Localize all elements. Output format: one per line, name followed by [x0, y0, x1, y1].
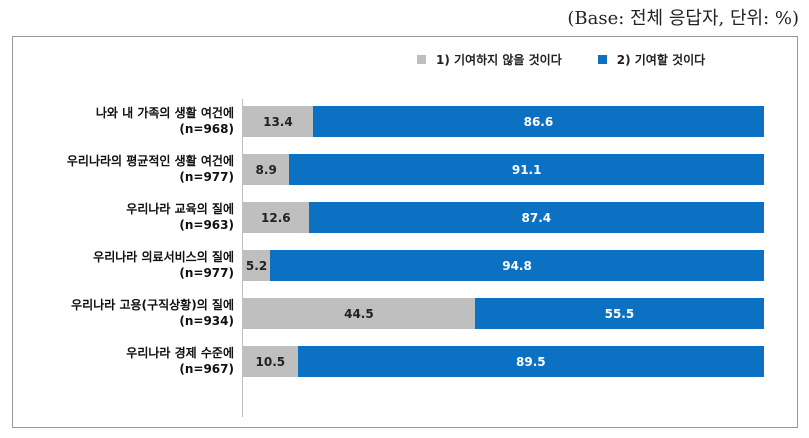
category-label: 우리나라 고용(구직상황)의 질에 (n=934) [13, 297, 234, 329]
chart-frame: 1) 기여하지 않을 것이다 2) 기여할 것이다 나와 내 가족의 생활 여건… [12, 36, 798, 428]
bar-segment-contribute: 91.1 [289, 154, 764, 185]
bar-segment-not-contribute: 8.9 [243, 154, 290, 185]
bar-row: 44.5 55.5 [243, 298, 764, 329]
bar-segment-contribute: 94.8 [270, 250, 764, 281]
category-label: 우리나라 의료서비스의 질에 (n=977) [13, 249, 234, 281]
category-axis-line [242, 99, 243, 417]
data-label: 5.2 [245, 258, 268, 273]
bar-segment-contribute: 89.5 [297, 346, 764, 377]
data-label: 44.5 [344, 306, 374, 321]
data-label: 87.4 [521, 210, 552, 225]
bar-row: 10.5 89.5 [243, 346, 764, 377]
category-label: 우리나라 경제 수준에 (n=967) [13, 345, 234, 377]
data-label: 8.9 [255, 162, 277, 177]
bar-segment-contribute: 87.4 [308, 202, 764, 233]
legend-item-not-contribute: 1) 기여하지 않을 것이다 [417, 51, 562, 68]
legend-swatch-contribute [597, 55, 607, 64]
category-label: 나와 내 가족의 생활 여건에 (n=968) [13, 105, 234, 137]
category-name: 우리나라 고용(구직상황)의 질에 [71, 298, 234, 312]
data-label: 55.5 [604, 306, 635, 321]
category-sample-size: (n=963) [179, 218, 234, 232]
category-name: 우리나라 교육의 질에 [126, 202, 234, 216]
bar-segment-not-contribute: 44.5 [243, 298, 475, 329]
bar-segment-contribute: 86.6 [312, 106, 764, 137]
bar-segment-not-contribute: 10.5 [243, 346, 298, 377]
legend-label-contribute: 2) 기여할 것이다 [616, 53, 706, 67]
bar-segment-contribute: 55.5 [474, 298, 764, 329]
data-label: 10.5 [255, 354, 286, 369]
data-label: 86.6 [523, 114, 554, 129]
bar-segment-not-contribute: 5.2 [243, 250, 271, 281]
category-sample-size: (n=934) [179, 314, 234, 328]
bar-row: 8.9 91.1 [243, 154, 764, 185]
category-label: 우리나라의 평균적인 생활 여건에 (n=977) [13, 153, 234, 185]
category-sample-size: (n=977) [179, 266, 234, 280]
data-label: 94.8 [502, 258, 532, 273]
bar-segment-not-contribute: 12.6 [243, 202, 309, 233]
legend-swatch-not-contribute [417, 55, 426, 64]
category-name: 우리나라 의료서비스의 질에 [93, 250, 234, 264]
legend-item-contribute: 2) 기여할 것이다 [597, 51, 706, 68]
category-name: 나와 내 가족의 생활 여건에 [95, 106, 234, 120]
category-label: 우리나라 교육의 질에 (n=963) [13, 201, 234, 233]
bar-segment-not-contribute: 13.4 [243, 106, 313, 137]
bar-row: 5.2 94.8 [243, 250, 764, 281]
bar-row: 13.4 86.6 [243, 106, 764, 137]
category-name: 우리나라 경제 수준에 [126, 346, 234, 360]
base-note: (Base: 전체 응답자, 단위: %) [567, 8, 799, 29]
legend-label-not-contribute: 1) 기여하지 않을 것이다 [436, 53, 562, 67]
data-label: 12.6 [261, 210, 291, 225]
category-name: 우리나라의 평균적인 생활 여건에 [66, 154, 234, 168]
category-sample-size: (n=967) [179, 362, 234, 376]
category-sample-size: (n=977) [179, 170, 234, 184]
bar-row: 12.6 87.4 [243, 202, 764, 233]
data-label: 89.5 [516, 354, 546, 369]
data-label: 13.4 [263, 114, 293, 129]
data-label: 91.1 [511, 162, 542, 177]
category-sample-size: (n=968) [179, 122, 234, 136]
legend: 1) 기여하지 않을 것이다 2) 기여할 것이다 [417, 51, 705, 68]
